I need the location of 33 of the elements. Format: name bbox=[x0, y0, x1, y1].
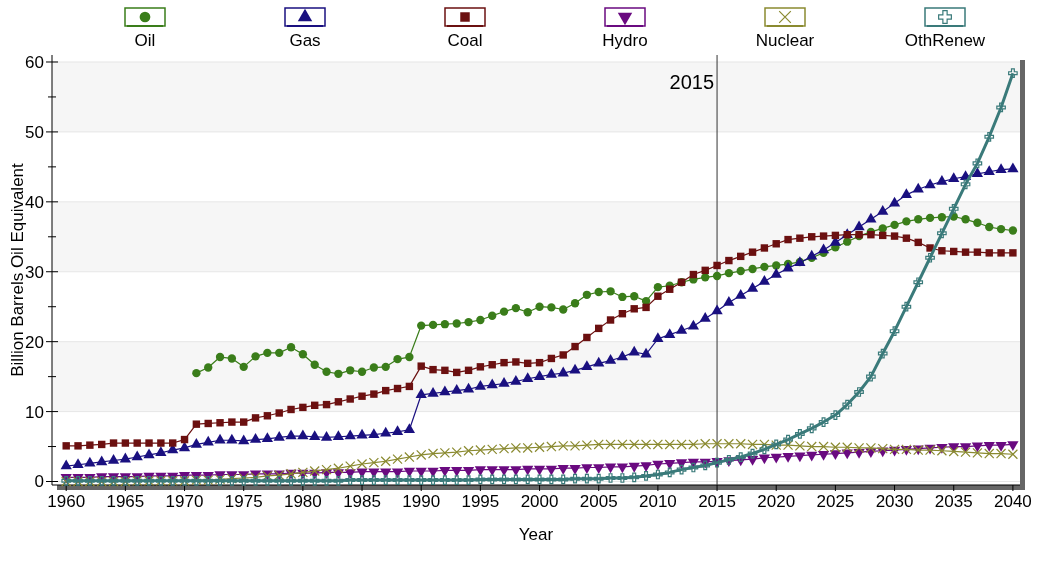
legend-label: Oil bbox=[134, 31, 156, 50]
legend-label: Nuclear bbox=[755, 31, 815, 50]
x-tick-label: 2040 bbox=[993, 492, 1032, 511]
y-axis-title: Billion Barrels Oil Equivalent bbox=[8, 162, 27, 377]
y-tick-label: 10 bbox=[25, 402, 44, 422]
x-tick-label: 2000 bbox=[520, 492, 559, 511]
x-tick-label: 1995 bbox=[461, 492, 500, 511]
y-tick-label: 50 bbox=[25, 122, 44, 142]
x-tick-label: 1980 bbox=[283, 492, 322, 511]
y-tick-label: 20 bbox=[25, 332, 44, 352]
x-tick-label: 2030 bbox=[875, 492, 914, 511]
legend-label: Gas bbox=[289, 31, 321, 50]
y-tick-label: 0 bbox=[34, 472, 44, 492]
x-tick-label: 1970 bbox=[165, 492, 204, 511]
x-tick-label: 2025 bbox=[816, 492, 855, 511]
x-tick-label: 1965 bbox=[106, 492, 145, 511]
y-tick-label: 40 bbox=[25, 192, 44, 212]
x-tick-label: 2015 bbox=[698, 492, 736, 511]
legend-label: Coal bbox=[447, 31, 483, 50]
x-tick-label: 2020 bbox=[757, 492, 796, 511]
legend-label: Hydro bbox=[602, 31, 648, 50]
y-tick-label: 30 bbox=[25, 262, 44, 282]
x-tick-label: 2010 bbox=[638, 492, 677, 511]
x-axis-title: Year bbox=[518, 525, 554, 544]
ref-line-label: 2015 bbox=[669, 71, 715, 93]
x-tick-label: 2005 bbox=[579, 492, 618, 511]
x-tick-label: 1990 bbox=[402, 492, 441, 511]
x-tick-label: 2035 bbox=[934, 492, 973, 511]
x-tick-label: 1960 bbox=[47, 492, 86, 511]
legend-label: OthRenew bbox=[904, 31, 986, 50]
x-tick-label: 1985 bbox=[343, 492, 381, 511]
y-tick-label: 60 bbox=[25, 52, 44, 72]
x-tick-label: 1975 bbox=[224, 492, 263, 511]
